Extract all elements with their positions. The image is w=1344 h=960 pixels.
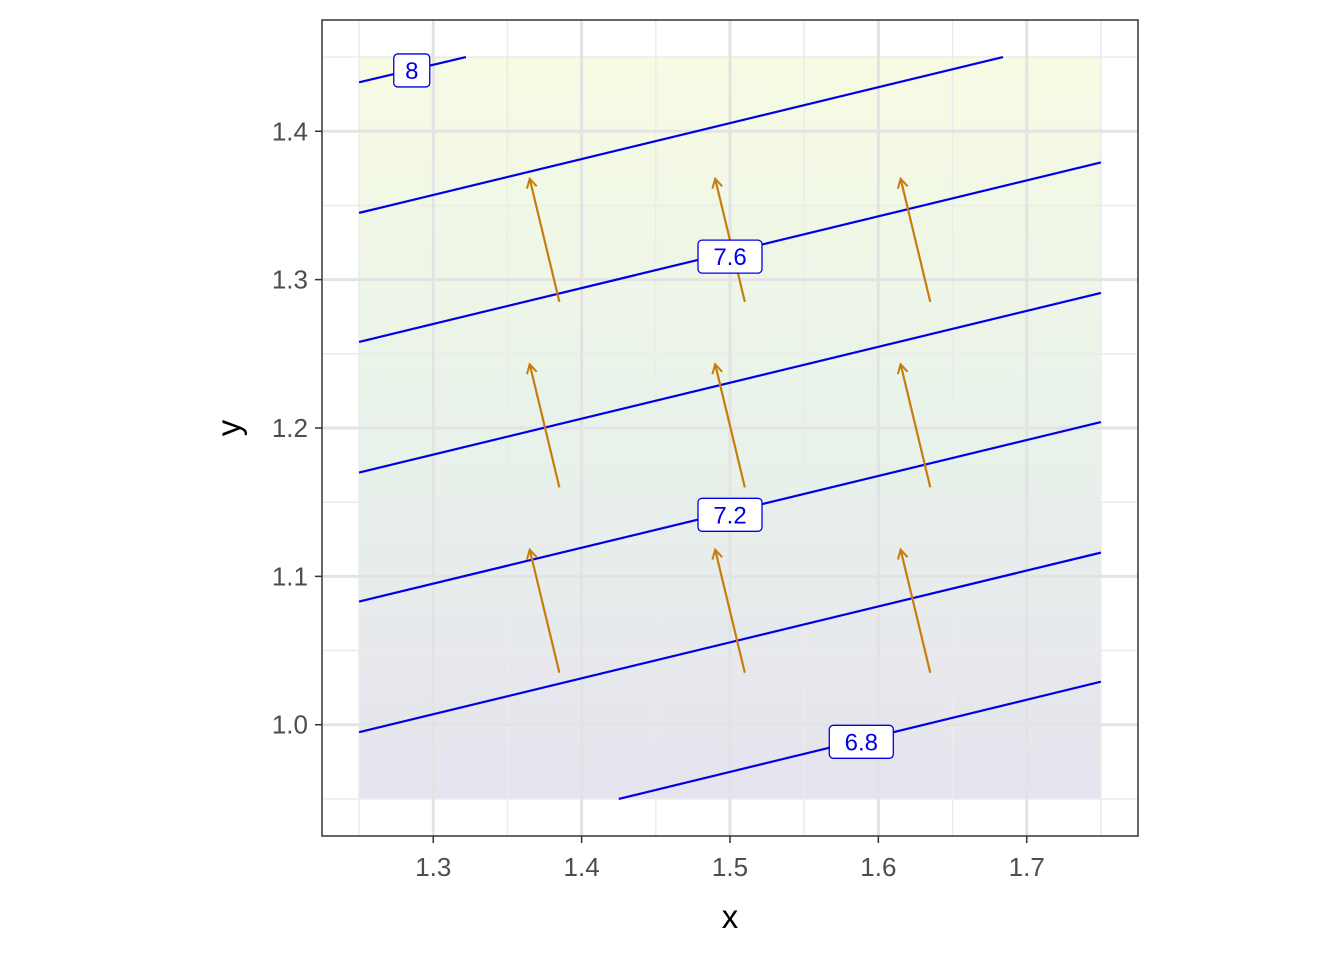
gradient-arrow (901, 550, 932, 674)
gradient-arrow (530, 179, 561, 303)
y-tick-label: 1.1 (272, 561, 308, 591)
contour-label-layer: 8 7.6 7.2 6.8 (393, 53, 894, 759)
y-tick-label: 1.3 (272, 265, 308, 295)
contour-label-box (393, 53, 431, 88)
x-tick-label: 1.3 (415, 852, 451, 882)
contour-label-box (697, 497, 763, 532)
y-tick-label: 1.0 (272, 710, 308, 740)
x-tick-label: 1.6 (860, 852, 896, 882)
contour-line-7 (358, 551, 1102, 734)
y-tick-label: 1.4 (272, 116, 308, 146)
contour-label-box (697, 239, 763, 274)
y-axis-title: y (210, 419, 247, 436)
gradient-arrow (530, 364, 561, 488)
contour-label-box (828, 724, 894, 759)
gradient-arrow (715, 550, 746, 674)
x-axis-title: x (722, 898, 739, 935)
x-axis: 1.3 1.4 1.5 1.6 1.7 (415, 836, 1045, 882)
y-tick-label: 1.2 (272, 413, 308, 443)
y-axis: 1.0 1.1 1.2 1.3 1.4 (272, 116, 322, 740)
gradient-arrow (901, 364, 932, 488)
contour-label: 7.6 (713, 244, 746, 271)
gradient-arrow (530, 550, 561, 674)
contour-label: 7.2 (713, 502, 746, 529)
x-tick-label: 1.7 (1009, 852, 1045, 882)
x-tick-label: 1.5 (712, 852, 748, 882)
arrow-layer (530, 179, 932, 674)
x-tick-label: 1.4 (564, 852, 600, 882)
contour-line-7.8 (358, 56, 1004, 214)
gradient-arrow (901, 179, 932, 303)
contour-line-7.4 (358, 291, 1102, 474)
contour-label: 6.8 (845, 729, 878, 756)
contour-label: 8 (405, 58, 418, 85)
gradient-arrow (715, 364, 746, 488)
